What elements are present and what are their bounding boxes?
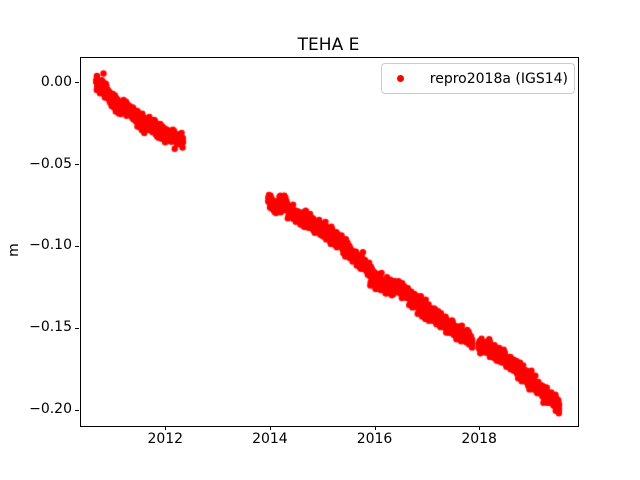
y-tick-mark (75, 327, 79, 329)
y-tick-label: −0.20 (29, 401, 72, 418)
legend: repro2018a (IGS14) (380, 63, 575, 94)
x-tick-mark (374, 426, 376, 430)
x-tick-label: 2014 (252, 431, 288, 447)
y-tick-mark (75, 409, 79, 411)
y-tick-label: −0.10 (29, 237, 72, 254)
x-tick-mark (165, 426, 167, 430)
scatter-points-canvas (81, 58, 578, 426)
y-tick-mark (75, 82, 79, 84)
y-tick-mark (75, 164, 79, 166)
x-tick-label: 2012 (147, 431, 184, 447)
chart-title: TEHA E (297, 35, 360, 55)
x-tick-mark (479, 426, 481, 430)
legend-marker-dot (396, 75, 404, 82)
x-tick-label: 2018 (461, 431, 497, 447)
plot-area: repro2018a (IGS14) (80, 57, 579, 427)
legend-label: repro2018a (IGS14) (429, 70, 568, 87)
y-tick-label: 0.00 (40, 73, 72, 90)
x-tick-label: 2016 (356, 431, 393, 447)
y-tick-mark (75, 245, 79, 247)
y-tick-label: −0.15 (29, 319, 72, 336)
x-tick-mark (269, 426, 271, 430)
y-tick-label: −0.05 (29, 155, 72, 172)
